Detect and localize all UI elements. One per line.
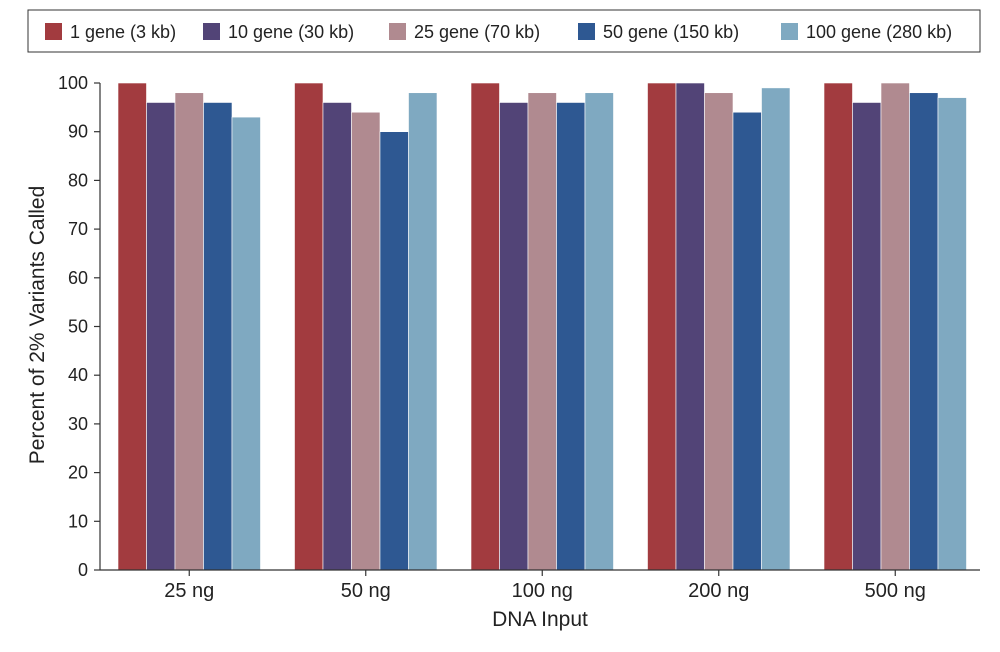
bar bbox=[556, 102, 586, 571]
legend-box bbox=[27, 9, 981, 53]
legend-swatch bbox=[203, 23, 220, 40]
bar bbox=[852, 102, 882, 571]
x-tick-label: 25 ng bbox=[164, 580, 214, 602]
legend-swatch bbox=[781, 23, 798, 40]
bar bbox=[704, 92, 734, 571]
bar bbox=[761, 87, 791, 571]
y-tick-label: 0 bbox=[78, 560, 88, 580]
bar bbox=[294, 82, 324, 571]
bar bbox=[909, 92, 939, 571]
bar bbox=[675, 82, 705, 571]
x-tick-label: 200 ng bbox=[688, 580, 749, 602]
legend-label: 50 gene (150 kb) bbox=[603, 22, 739, 42]
legend-label: 25 gene (70 kb) bbox=[414, 22, 540, 42]
x-axis-title: DNA Input bbox=[492, 608, 588, 631]
bar bbox=[351, 111, 381, 571]
y-tick-label: 100 bbox=[58, 73, 88, 93]
legend: 1 gene (3 kb) 10 gene (30 kb) 25 gene (70 … bbox=[27, 9, 981, 53]
y-tick-label: 30 bbox=[68, 414, 88, 434]
x-tick-label: 50 ng bbox=[341, 580, 391, 602]
legend-label: 10 gene (30 kb) bbox=[228, 22, 354, 42]
bar bbox=[527, 92, 557, 571]
legend-swatch bbox=[45, 23, 62, 40]
x-tick-label: 100 ng bbox=[512, 580, 573, 602]
bar bbox=[880, 82, 910, 571]
y-tick-label: 40 bbox=[68, 365, 88, 385]
y-tick-label: 90 bbox=[68, 122, 88, 142]
bar bbox=[937, 97, 967, 571]
y-tick-label: 70 bbox=[68, 219, 88, 239]
bar bbox=[174, 92, 204, 571]
bar bbox=[322, 102, 352, 571]
legend-swatch bbox=[389, 23, 406, 40]
bar bbox=[584, 92, 614, 571]
y-tick-label: 10 bbox=[68, 511, 88, 531]
legend-label: 1 gene (3 kb) bbox=[70, 22, 176, 42]
bar bbox=[499, 102, 529, 571]
bar bbox=[231, 116, 261, 571]
bar bbox=[379, 131, 409, 571]
y-tick-label: 20 bbox=[68, 463, 88, 483]
y-axis-title: Percent of 2% Variants Called bbox=[26, 186, 49, 465]
bar bbox=[146, 102, 176, 571]
bar bbox=[647, 82, 677, 571]
bar bbox=[203, 102, 233, 571]
legend-swatch bbox=[578, 23, 595, 40]
x-tick-label: 500 ng bbox=[865, 580, 926, 602]
y-tick-label: 50 bbox=[68, 317, 88, 337]
axes: 0 10 20 30 40 50 60 70 80 90 100 25 ng 50 ng 100 ng 20… bbox=[58, 73, 980, 602]
bar bbox=[408, 92, 438, 571]
bar bbox=[732, 111, 762, 571]
bar bbox=[117, 82, 147, 571]
bars bbox=[117, 82, 967, 571]
legend-label: 100 gene (280 kb) bbox=[806, 22, 952, 42]
y-tick-label: 80 bbox=[68, 170, 88, 190]
y-tick-label: 60 bbox=[68, 268, 88, 288]
bar bbox=[470, 82, 500, 571]
bar bbox=[823, 82, 853, 571]
